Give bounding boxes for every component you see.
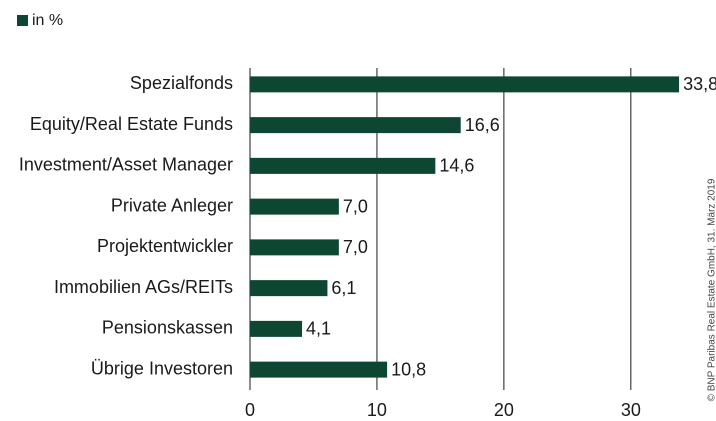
value-label: 6,1 <box>331 278 356 298</box>
y-tick-label: Immobilien AGs/REITs <box>54 277 233 297</box>
bar <box>250 280 328 297</box>
legend-label: in % <box>32 12 63 29</box>
value-label: 7,0 <box>343 237 368 257</box>
y-tick-label: Spezialfonds <box>130 73 233 93</box>
x-tick-label: 0 <box>245 400 255 420</box>
bar <box>250 76 680 93</box>
value-label: 4,1 <box>306 319 331 339</box>
x-tick-label: 10 <box>367 400 387 420</box>
bar <box>250 157 436 174</box>
value-label: 14,6 <box>439 156 474 176</box>
value-label: 10,8 <box>391 359 426 379</box>
value-label: 16,6 <box>465 115 500 135</box>
y-tick-label: Projektentwickler <box>97 236 233 256</box>
x-tick-label: 20 <box>494 400 514 420</box>
y-tick-label: Übrige Investoren <box>91 358 233 378</box>
credit: © BNP Paribas Real Estate GmbH, 31. März… <box>707 178 716 401</box>
legend-swatch <box>17 15 28 26</box>
value-label: 33,8 <box>683 74 716 94</box>
bar <box>250 239 339 256</box>
y-tick-label: Equity/Real Estate Funds <box>30 114 233 134</box>
bar <box>250 320 303 337</box>
bar <box>250 361 388 378</box>
y-tick-label: Investment/Asset Manager <box>19 155 233 175</box>
y-tick-label: Private Anleger <box>111 195 233 215</box>
bar <box>250 117 461 134</box>
bar <box>250 198 339 215</box>
x-tick-label: 30 <box>621 400 641 420</box>
y-tick-label: Pensionskassen <box>102 318 233 338</box>
value-label: 7,0 <box>343 196 368 216</box>
